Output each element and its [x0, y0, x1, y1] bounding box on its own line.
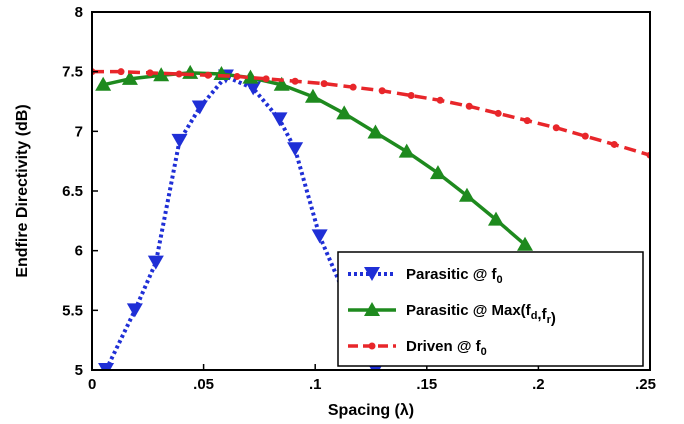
data-point: [349, 83, 357, 91]
data-point: [311, 229, 328, 244]
data-point: [117, 68, 125, 76]
legend-entry-3: Driven @ f0: [348, 338, 487, 358]
data-point: [429, 165, 446, 180]
series-3: [92, 68, 650, 159]
data-point: [320, 80, 328, 88]
data-point: [398, 143, 415, 158]
x-axis-label: Spacing (λ): [328, 402, 414, 419]
y-axis-label: Endfire Directivity (dB): [14, 104, 31, 277]
data-point: [262, 75, 270, 83]
data-point: [121, 70, 138, 85]
data-point: [517, 236, 534, 251]
x-tick-label: 0: [88, 376, 96, 393]
y-tick-label: 7.5: [62, 64, 83, 81]
y-tick-label: 8: [75, 4, 83, 21]
y-tick-label: 7: [75, 123, 83, 140]
data-point: [271, 112, 288, 127]
data-point: [336, 105, 353, 120]
data-point: [378, 87, 386, 95]
y-tick-label: 6: [75, 243, 83, 260]
data-point: [487, 211, 504, 226]
legend-swatch-marker: [368, 342, 376, 350]
x-tick-label: .1: [309, 376, 322, 393]
data-point: [204, 71, 212, 79]
data-point: [175, 70, 183, 78]
series-2: [95, 64, 534, 251]
data-point: [436, 96, 444, 104]
data-point: [458, 187, 475, 202]
data-point: [581, 132, 589, 140]
legend: Parasitic @ f0 Parasitic @ Max(fd,fr) Driv…: [337, 251, 644, 367]
y-tick-label: 5: [75, 362, 83, 379]
x-tick-label: .25: [635, 376, 656, 393]
x-tick-label: .15: [416, 376, 437, 393]
y-tick-label: 5.5: [62, 302, 83, 319]
y-tick-label: 6.5: [62, 183, 83, 200]
data-point: [610, 140, 618, 148]
data-point: [273, 76, 290, 91]
data-point: [153, 67, 170, 82]
data-point: [287, 142, 304, 157]
legend-label: Parasitic @ f0: [406, 266, 503, 286]
data-point: [494, 109, 502, 117]
legend-swatch-marker: [364, 302, 380, 316]
data-point: [233, 72, 241, 80]
legend-entry-1: Parasitic @ f0: [348, 266, 503, 286]
data-point: [95, 76, 112, 91]
data-point: [146, 69, 154, 77]
data-point: [147, 255, 164, 270]
legend-label: Driven @ f0: [406, 338, 487, 358]
data-point: [245, 81, 262, 96]
data-point: [552, 124, 560, 132]
x-tick-label: .2: [532, 376, 545, 393]
data-point: [291, 77, 299, 85]
data-point: [126, 303, 143, 318]
legend-swatch-marker: [364, 267, 380, 281]
data-point: [242, 69, 259, 84]
ticks-layer: 0 .05 .1 .15 .2 .25 5 5.5 6 6.5 7 7.5 8: [62, 4, 656, 393]
data-point: [304, 88, 321, 103]
series-line: [104, 74, 378, 370]
legend-entry-2: Parasitic @ Max(fd,fr): [348, 302, 556, 327]
data-point: [465, 102, 473, 110]
legend-label: Parasitic @ Max(fd,fr): [406, 302, 556, 327]
data-point: [367, 124, 384, 139]
data-point: [191, 100, 208, 115]
data-point: [523, 117, 531, 125]
x-tick-label: .05: [193, 376, 214, 393]
data-point: [407, 92, 415, 100]
data-point: [171, 133, 188, 148]
data-point: [98, 363, 115, 370]
series-line: [92, 69, 650, 157]
